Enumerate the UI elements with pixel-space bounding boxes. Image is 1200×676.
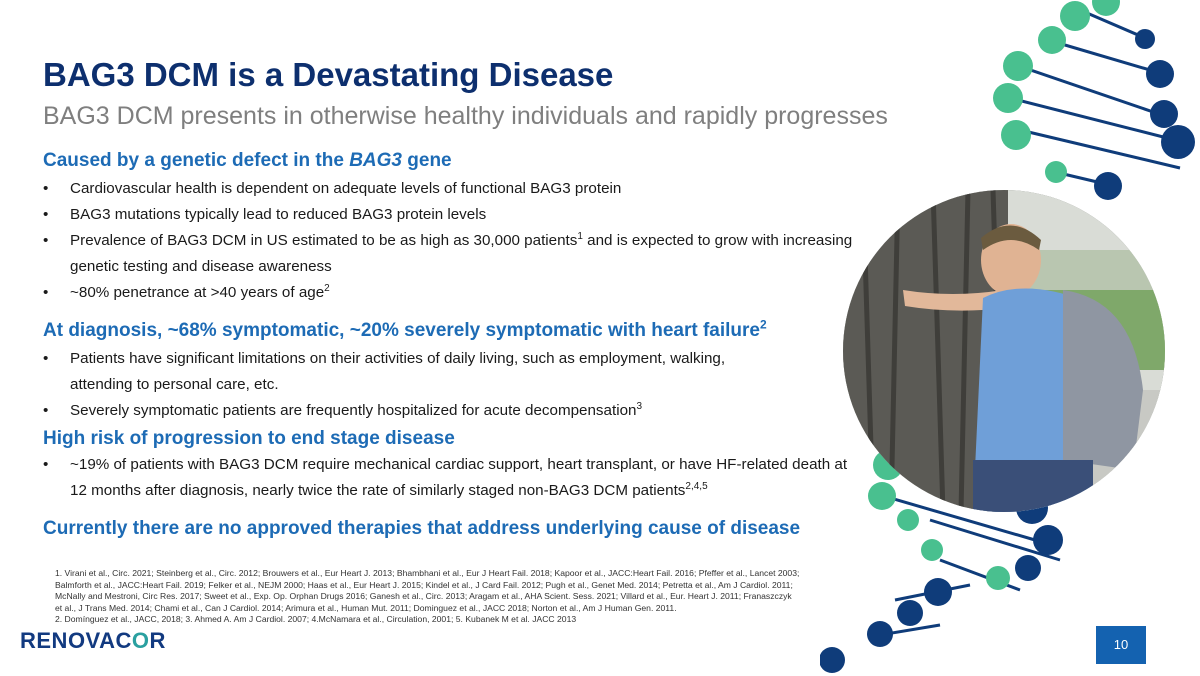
slide-content: Caused by a genetic defect in the BAG3 g… (43, 150, 858, 540)
bullet-list-progression: • ~19% of patients with BAG3 DCM require … (43, 452, 853, 504)
bullet-list-genetic-defect: • Cardiovascular health is dependent on a… (43, 176, 858, 306)
bullet-item: • BAG3 mutations typically lead to reduce… (43, 202, 858, 228)
bullet-dot: • (43, 232, 49, 249)
bullet-item: • Prevalence of BAG3 DCM in US estimated … (43, 228, 858, 280)
bullet-dot: • (43, 206, 49, 223)
renovacor-logo: RENOVACOR (20, 628, 166, 653)
bullet-dot: • (43, 284, 49, 301)
bullet-item: • ~80% penetrance at >40 years of age2 (43, 280, 858, 306)
bullet-item: • Patients have significant limitations o… (43, 346, 783, 398)
section-heading-no-therapies: Currently there are no approved therapie… (43, 518, 801, 539)
section-heading-progression: High risk of progression to end stage di… (43, 428, 455, 449)
bullet-dot: • (43, 456, 49, 473)
slide-title: BAG3 DCM is a Devastating Disease (43, 56, 614, 93)
bullet-item: • ~19% of patients with BAG3 DCM require … (43, 452, 853, 504)
reference-line: 2. Domínguez et al., JACC, 2018; 3. Ahme… (55, 614, 577, 624)
man-leaning-on-tree-photo (843, 190, 1165, 512)
reference-line: 1. Virani et al., Circ. 2021; Steinberg … (55, 568, 800, 613)
slide-subtitle: BAG3 DCM presents in otherwise healthy i… (43, 102, 888, 130)
section-heading-genetic-defect: Caused by a genetic defect in the BAG3 g… (43, 150, 452, 171)
bullet-item: • Cardiovascular health is dependent on a… (43, 176, 858, 202)
bullet-dot: • (43, 180, 49, 197)
bullet-dot: • (43, 350, 49, 367)
bullet-dot: • (43, 402, 49, 419)
page-number: 10 (1096, 626, 1146, 664)
bullet-list-at-diagnosis: • Patients have significant limitations o… (43, 346, 783, 424)
section-heading-at-diagnosis: At diagnosis, ~68% symptomatic, ~20% sev… (43, 317, 767, 341)
bullet-item: • Severely symptomatic patients are frequ… (43, 398, 783, 424)
references: 1. Virani et al., Circ. 2021; Steinberg … (55, 568, 800, 626)
